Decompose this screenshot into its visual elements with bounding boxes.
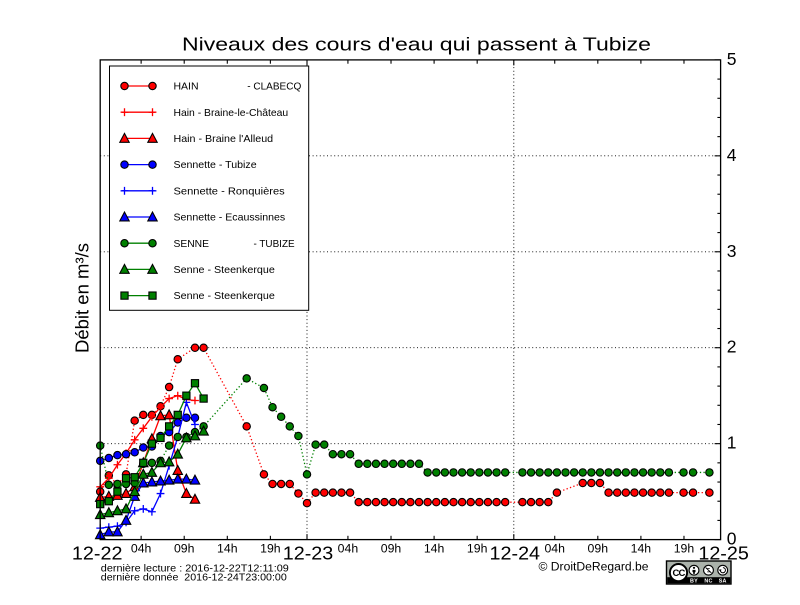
svg-text:Senne - Steenkerque: Senne - Steenkerque <box>174 265 276 276</box>
svg-text:dernière lecture : 2016-12-22T: dernière lecture : 2016-12-22T12:11:09 <box>101 563 289 574</box>
svg-text:- TUBIZE: - TUBIZE <box>254 239 295 250</box>
svg-text:04h: 04h <box>131 544 152 556</box>
svg-text:5: 5 <box>727 49 737 69</box>
svg-text:09h: 09h <box>174 544 195 556</box>
svg-text:HAIN: HAIN <box>174 82 199 93</box>
svg-text:04h: 04h <box>338 544 359 556</box>
svg-text:Débit en m³/s: Débit en m³/s <box>72 243 93 353</box>
svg-text:Sennette - Ronquières: Sennette - Ronquières <box>174 186 285 197</box>
svg-text:Hain - Braine l'Alleud: Hain - Braine l'Alleud <box>174 134 274 145</box>
svg-text:Senne - Steenkerque: Senne - Steenkerque <box>174 291 276 302</box>
svg-text:Sennette - Tubize: Sennette - Tubize <box>174 160 257 171</box>
svg-text:12-23: 12-23 <box>283 544 334 564</box>
svg-text:dernière donnée 2016-12-24T23: dernière donnée 2016-12-24T23:00:00 <box>101 573 287 584</box>
svg-text:19h: 19h <box>260 544 281 556</box>
svg-text:12-25: 12-25 <box>698 544 749 564</box>
svg-text:04h: 04h <box>544 544 565 556</box>
svg-text:12-24: 12-24 <box>490 544 541 564</box>
svg-text:14h: 14h <box>424 544 445 556</box>
svg-text:0: 0 <box>727 529 737 549</box>
svg-text:12-22: 12-22 <box>72 544 123 564</box>
svg-text:Niveaux des cours d'eau qui pa: Niveaux des cours d'eau qui passent à Tu… <box>182 35 651 55</box>
svg-text:14h: 14h <box>631 544 652 556</box>
svg-text:1: 1 <box>727 433 737 453</box>
svg-text:BY: BY <box>690 579 698 585</box>
svg-text:19h: 19h <box>674 544 695 556</box>
svg-text:© DroitDeRegard.be: © DroitDeRegard.be <box>539 562 649 574</box>
svg-text:SA: SA <box>719 579 727 585</box>
svg-text:2: 2 <box>727 337 737 357</box>
svg-text:14h: 14h <box>217 544 238 556</box>
svg-text:4: 4 <box>727 145 737 165</box>
svg-text:SENNE: SENNE <box>174 239 210 250</box>
svg-text:09h: 09h <box>381 544 402 556</box>
svg-text:Sennette - Ecaussinnes: Sennette - Ecaussinnes <box>174 213 286 224</box>
svg-text:3: 3 <box>727 241 737 261</box>
svg-text:CC: CC <box>672 568 685 579</box>
svg-text:09h: 09h <box>588 544 609 556</box>
svg-text:NC: NC <box>704 579 712 585</box>
svg-text:- CLABECQ: - CLABECQ <box>247 82 301 93</box>
svg-text:19h: 19h <box>467 544 488 556</box>
svg-text:Hain - Braine-le-Château: Hain - Braine-le-Château <box>174 108 289 119</box>
